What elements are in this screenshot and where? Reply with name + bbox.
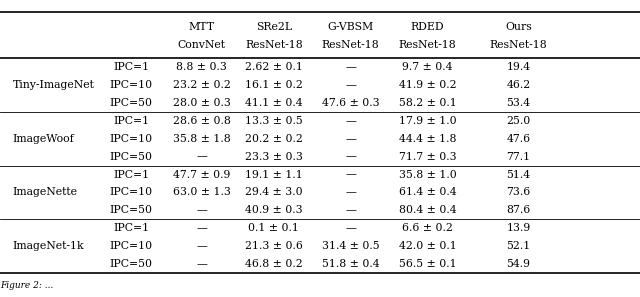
Text: 9.7 ± 0.4: 9.7 ± 0.4 bbox=[403, 62, 452, 72]
Text: 8.8 ± 0.3: 8.8 ± 0.3 bbox=[176, 62, 227, 72]
Text: —: — bbox=[346, 187, 356, 198]
Text: G-VBSM: G-VBSM bbox=[328, 22, 374, 31]
Text: 35.8 ± 1.8: 35.8 ± 1.8 bbox=[173, 134, 230, 144]
Text: IPC=10: IPC=10 bbox=[109, 241, 153, 251]
Text: 42.0 ± 0.1: 42.0 ± 0.1 bbox=[399, 241, 456, 251]
Text: —: — bbox=[346, 223, 356, 233]
Text: IPC=50: IPC=50 bbox=[109, 151, 153, 162]
Text: 51.8 ± 0.4: 51.8 ± 0.4 bbox=[322, 259, 380, 269]
Text: 23.2 ± 0.2: 23.2 ± 0.2 bbox=[173, 80, 230, 90]
Text: ResNet-18: ResNet-18 bbox=[245, 40, 303, 50]
Text: 16.1 ± 0.2: 16.1 ± 0.2 bbox=[245, 80, 303, 90]
Text: 44.4 ± 1.8: 44.4 ± 1.8 bbox=[399, 134, 456, 144]
Text: IPC=1: IPC=1 bbox=[113, 116, 149, 126]
Text: 41.1 ± 0.4: 41.1 ± 0.4 bbox=[245, 98, 303, 108]
Text: 46.8 ± 0.2: 46.8 ± 0.2 bbox=[245, 259, 303, 269]
Text: 40.9 ± 0.3: 40.9 ± 0.3 bbox=[245, 206, 303, 215]
Text: 19.4: 19.4 bbox=[506, 62, 531, 72]
Text: 73.6: 73.6 bbox=[506, 187, 531, 198]
Text: 13.3 ± 0.5: 13.3 ± 0.5 bbox=[245, 116, 303, 126]
Text: 41.9 ± 0.2: 41.9 ± 0.2 bbox=[399, 80, 456, 90]
Text: —: — bbox=[346, 151, 356, 162]
Text: IPC=50: IPC=50 bbox=[109, 206, 153, 215]
Text: 87.6: 87.6 bbox=[506, 206, 531, 215]
Text: 63.0 ± 1.3: 63.0 ± 1.3 bbox=[173, 187, 230, 198]
Text: ConvNet: ConvNet bbox=[178, 40, 226, 50]
Text: —: — bbox=[346, 116, 356, 126]
Text: 47.6 ± 0.3: 47.6 ± 0.3 bbox=[322, 98, 380, 108]
Text: 2.62 ± 0.1: 2.62 ± 0.1 bbox=[245, 62, 303, 72]
Text: RDED: RDED bbox=[411, 22, 444, 31]
Text: 31.4 ± 0.5: 31.4 ± 0.5 bbox=[322, 241, 380, 251]
Text: ResNet-18: ResNet-18 bbox=[322, 40, 380, 50]
Text: 23.3 ± 0.3: 23.3 ± 0.3 bbox=[245, 151, 303, 162]
Text: 20.2 ± 0.2: 20.2 ± 0.2 bbox=[245, 134, 303, 144]
Text: IPC=50: IPC=50 bbox=[109, 259, 153, 269]
Text: 21.3 ± 0.6: 21.3 ± 0.6 bbox=[245, 241, 303, 251]
Text: IPC=1: IPC=1 bbox=[113, 62, 149, 72]
Text: 19.1 ± 1.1: 19.1 ± 1.1 bbox=[245, 170, 303, 180]
Text: 25.0: 25.0 bbox=[506, 116, 531, 126]
Text: ResNet-18: ResNet-18 bbox=[399, 40, 456, 50]
Text: 47.6: 47.6 bbox=[506, 134, 531, 144]
Text: —: — bbox=[346, 206, 356, 215]
Text: 28.6 ± 0.8: 28.6 ± 0.8 bbox=[173, 116, 230, 126]
Text: 6.6 ± 0.2: 6.6 ± 0.2 bbox=[402, 223, 453, 233]
Text: —: — bbox=[196, 223, 207, 233]
Text: ImageNette: ImageNette bbox=[13, 187, 78, 198]
Text: —: — bbox=[346, 80, 356, 90]
Text: —: — bbox=[346, 170, 356, 180]
Text: 17.9 ± 1.0: 17.9 ± 1.0 bbox=[399, 116, 456, 126]
Text: IPC=50: IPC=50 bbox=[109, 98, 153, 108]
Text: IPC=10: IPC=10 bbox=[109, 80, 153, 90]
Text: IPC=10: IPC=10 bbox=[109, 134, 153, 144]
Text: 51.4: 51.4 bbox=[506, 170, 531, 180]
Text: 71.7 ± 0.3: 71.7 ± 0.3 bbox=[399, 151, 456, 162]
Text: 47.7 ± 0.9: 47.7 ± 0.9 bbox=[173, 170, 230, 180]
Text: 53.4: 53.4 bbox=[506, 98, 531, 108]
Text: —: — bbox=[196, 206, 207, 215]
Text: 46.2: 46.2 bbox=[506, 80, 531, 90]
Text: 56.5 ± 0.1: 56.5 ± 0.1 bbox=[399, 259, 456, 269]
Text: 61.4 ± 0.4: 61.4 ± 0.4 bbox=[399, 187, 456, 198]
Text: 54.9: 54.9 bbox=[506, 259, 531, 269]
Text: —: — bbox=[346, 134, 356, 144]
Text: 80.4 ± 0.4: 80.4 ± 0.4 bbox=[399, 206, 456, 215]
Text: —: — bbox=[196, 241, 207, 251]
Text: 0.1 ± 0.1: 0.1 ± 0.1 bbox=[248, 223, 300, 233]
Text: 52.1: 52.1 bbox=[506, 241, 531, 251]
Text: Tiny-ImageNet: Tiny-ImageNet bbox=[13, 80, 95, 90]
Text: 77.1: 77.1 bbox=[506, 151, 531, 162]
Text: 35.8 ± 1.0: 35.8 ± 1.0 bbox=[399, 170, 456, 180]
Text: —: — bbox=[346, 62, 356, 72]
Text: ResNet-18: ResNet-18 bbox=[490, 40, 547, 50]
Text: —: — bbox=[196, 151, 207, 162]
Text: —: — bbox=[196, 259, 207, 269]
Text: 13.9: 13.9 bbox=[506, 223, 531, 233]
Text: 29.4 ± 3.0: 29.4 ± 3.0 bbox=[245, 187, 303, 198]
Text: IPC=1: IPC=1 bbox=[113, 223, 149, 233]
Text: 58.2 ± 0.1: 58.2 ± 0.1 bbox=[399, 98, 456, 108]
Text: ImageWoof: ImageWoof bbox=[13, 134, 74, 144]
Text: Figure 2: ...: Figure 2: ... bbox=[0, 281, 53, 290]
Text: IPC=10: IPC=10 bbox=[109, 187, 153, 198]
Text: 28.0 ± 0.3: 28.0 ± 0.3 bbox=[173, 98, 230, 108]
Text: ImageNet-1k: ImageNet-1k bbox=[13, 241, 84, 251]
Text: MTT: MTT bbox=[189, 22, 214, 31]
Text: SRe2L: SRe2L bbox=[256, 22, 292, 31]
Text: IPC=1: IPC=1 bbox=[113, 170, 149, 180]
Text: Ours: Ours bbox=[505, 22, 532, 31]
